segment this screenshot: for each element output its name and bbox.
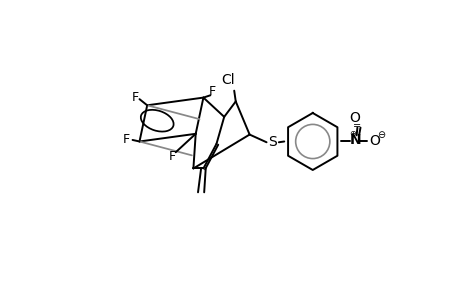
Text: F: F: [209, 85, 216, 98]
Text: ⊕: ⊕: [348, 129, 356, 138]
Text: O: O: [349, 110, 360, 124]
Text: ⊖: ⊖: [376, 130, 385, 140]
Text: F: F: [123, 134, 130, 146]
Text: =: =: [352, 121, 360, 131]
Text: Cl: Cl: [221, 73, 235, 87]
Text: O: O: [369, 134, 380, 148]
Text: S: S: [268, 135, 276, 149]
Text: F: F: [168, 150, 176, 164]
Text: N: N: [348, 133, 360, 147]
Text: F: F: [132, 91, 139, 104]
